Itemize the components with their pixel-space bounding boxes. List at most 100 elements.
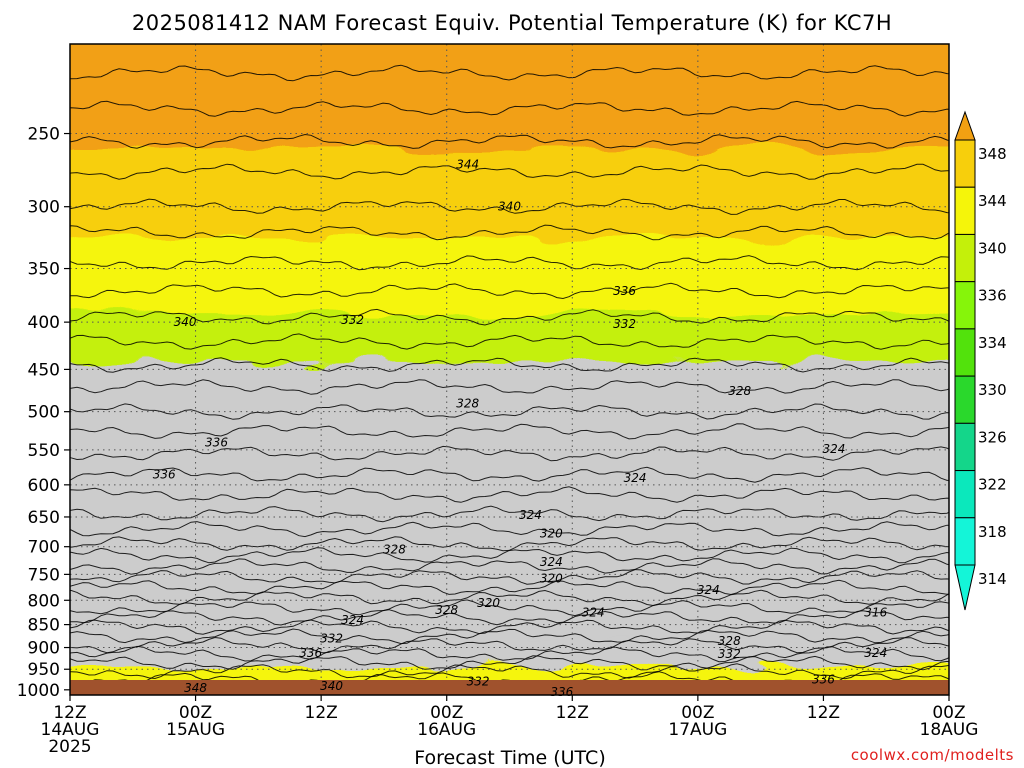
x-tick-label: 2025 — [48, 737, 91, 757]
contour-line — [70, 445, 949, 462]
contour-label: 336 — [205, 436, 228, 450]
colorbar-box — [954, 328, 976, 377]
contour-label-text: 340 — [320, 679, 343, 693]
contour-line — [70, 609, 949, 626]
contour-label-text: 336 — [550, 685, 573, 699]
contour-label: 332 — [613, 317, 636, 331]
contour-label-text: 320 — [477, 596, 500, 610]
contour-label: 324 — [624, 471, 647, 485]
y-tick-label: 650 — [28, 508, 60, 528]
colorbar-box — [954, 422, 976, 472]
contour-line — [70, 64, 949, 82]
contour-line — [70, 100, 949, 117]
colorbar-label: 336 — [978, 287, 1007, 305]
x-tick-label: 14AUG — [41, 720, 100, 740]
contour-label: 320 — [540, 526, 563, 540]
x-tick-label: 16AUG — [417, 720, 476, 740]
colorbar-label: 318 — [978, 523, 1007, 541]
contour-line — [70, 599, 949, 617]
temperature-bands — [70, 44, 949, 695]
contour-lines — [70, 64, 949, 695]
contour-label-text: 324 — [341, 613, 364, 627]
x-tick-label: 00Z — [681, 703, 714, 723]
y-tick-label: 400 — [28, 313, 60, 333]
colorbar-box — [954, 470, 976, 519]
contour-line — [70, 636, 949, 654]
contour-label: 320 — [540, 572, 563, 586]
contour-label-text: 320 — [540, 572, 563, 586]
contour-line — [70, 521, 949, 538]
band-348 — [70, 44, 949, 165]
x-tick-label: 12Z — [53, 703, 86, 723]
colorbar-box — [954, 186, 976, 235]
contour-label-text: 332 — [467, 675, 490, 689]
contour-label: 328 — [383, 543, 406, 557]
colorbar-label: 344 — [978, 192, 1007, 210]
contour-label: 336 — [613, 284, 636, 298]
contour-label-text: 332 — [613, 317, 636, 331]
contour-label: 324 — [582, 606, 605, 620]
contour-label: 336 — [550, 685, 573, 699]
contour-label-text: 340 — [498, 200, 521, 214]
contour-label: 328 — [456, 397, 479, 411]
colorbar-box — [954, 281, 976, 330]
contour-label-text: 324 — [624, 471, 647, 485]
contour-label-text: 336 — [205, 436, 228, 450]
colorbar-label: 330 — [978, 381, 1007, 399]
contour-line — [70, 663, 949, 680]
x-tick-label: 18AUG — [920, 720, 979, 740]
contour-label: 348 — [184, 681, 207, 695]
y-tick-label: 350 — [28, 260, 60, 280]
contour-label: 332 — [341, 313, 364, 327]
colorbar: 348 344 340 336 334 330 326 322 318 314 — [954, 110, 1007, 611]
contour-label: 328 — [718, 634, 741, 648]
contour-label: 332 — [320, 632, 343, 646]
contour-label: 324 — [864, 646, 887, 660]
contour-line — [70, 547, 949, 564]
colorbar-label: 348 — [978, 145, 1007, 163]
x-axis-title: Forecast Time (UTC) — [414, 747, 605, 768]
contour-label-text: 328 — [383, 543, 406, 557]
contour-line — [70, 628, 949, 645]
y-tick-label: 850 — [28, 616, 60, 636]
x-tick-label: 00Z — [430, 703, 463, 723]
band-344 — [70, 148, 949, 253]
contour-line — [70, 505, 949, 523]
contour-label-text: 328 — [435, 603, 458, 617]
contour-label-text: 344 — [456, 157, 479, 171]
colorbar-label: 322 — [978, 476, 1007, 494]
contour-line — [70, 308, 949, 326]
contour-label: 332 — [718, 647, 741, 661]
contour-label-text: 320 — [540, 526, 563, 540]
contour-line — [70, 224, 949, 241]
contour-line — [70, 163, 949, 180]
y-tick-label: 750 — [28, 565, 60, 585]
contour-label-text: 324 — [822, 442, 845, 456]
colorbar-box — [954, 139, 976, 188]
contour-line — [70, 579, 949, 596]
y-tick-label: 250 — [28, 125, 60, 145]
contour-label-text: 328 — [456, 397, 479, 411]
y-tick-label: 550 — [28, 441, 60, 461]
contour-line — [70, 357, 949, 373]
contour-label-text: 348 — [184, 681, 207, 695]
y-tick-label: 950 — [28, 660, 60, 680]
ground-strip — [70, 680, 949, 695]
contour-line — [70, 198, 949, 215]
contour-label: 324 — [519, 508, 542, 522]
contour-label: 316 — [864, 606, 887, 620]
contour-label: 336 — [299, 646, 322, 660]
credit-text: coolwx.com/modelts — [851, 746, 1014, 764]
y-tick-label: 800 — [28, 591, 60, 611]
contour-label: 340 — [498, 200, 521, 214]
contour-label-text: 332 — [320, 632, 343, 646]
colorbar-min-arrow — [954, 564, 976, 611]
contour-label-text: 324 — [519, 508, 542, 522]
contour-line — [70, 333, 949, 350]
contour-label-text: 340 — [174, 315, 197, 329]
contour-label-text: 324 — [582, 606, 605, 620]
y-tick-label: 1000 — [17, 681, 60, 701]
x-tick-label: 00Z — [179, 703, 212, 723]
contour-label: 324 — [540, 555, 563, 569]
